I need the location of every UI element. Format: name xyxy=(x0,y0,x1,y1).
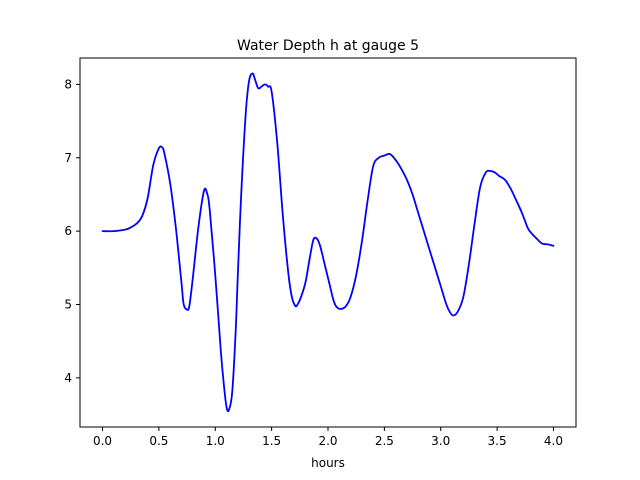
series-line-0 xyxy=(101,72,555,413)
x-tick-label: 4.0 xyxy=(544,434,563,448)
x-tick-label: 2.0 xyxy=(318,434,337,448)
x-axis-label: hours xyxy=(311,456,345,470)
x-tick-label: 1.0 xyxy=(206,434,225,448)
x-axis: 0.0 0.5 1.0 1.5 2.0 2.5 3.0 3.5 4.0 xyxy=(93,427,563,448)
y-tick-label: 4 xyxy=(64,371,72,385)
x-tick-label: 1.5 xyxy=(262,434,281,448)
y-tick-label: 8 xyxy=(64,77,72,91)
axes-frame xyxy=(79,57,577,428)
y-axis: 4 5 6 7 8 xyxy=(64,77,80,385)
x-tick-label: 0.0 xyxy=(93,434,112,448)
chart-title: Water Depth h at gauge 5 xyxy=(237,38,419,54)
plot-area xyxy=(101,72,555,413)
y-tick-label: 6 xyxy=(64,224,72,238)
x-tick-label: 3.0 xyxy=(431,434,450,448)
x-tick-label: 2.5 xyxy=(375,434,394,448)
y-tick-label: 7 xyxy=(64,151,72,165)
y-tick-label: 5 xyxy=(64,297,72,311)
x-tick-label: 3.5 xyxy=(488,434,507,448)
x-tick-label: 0.5 xyxy=(149,434,168,448)
